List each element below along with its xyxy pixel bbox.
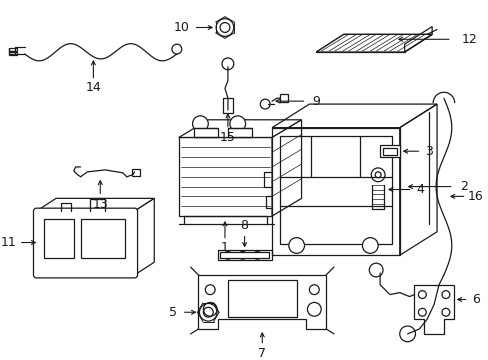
Text: 1: 1 xyxy=(221,241,228,254)
Circle shape xyxy=(370,168,384,182)
Circle shape xyxy=(362,238,377,253)
Text: 11: 11 xyxy=(1,236,17,249)
Circle shape xyxy=(222,58,233,70)
Bar xyxy=(223,98,232,113)
Circle shape xyxy=(229,116,245,132)
Polygon shape xyxy=(36,198,154,211)
Text: 3: 3 xyxy=(425,145,432,158)
Text: 14: 14 xyxy=(85,81,101,94)
Bar xyxy=(382,148,396,155)
Polygon shape xyxy=(134,198,154,275)
Circle shape xyxy=(399,326,415,342)
Bar xyxy=(271,128,399,255)
Bar xyxy=(131,169,139,176)
Text: 7: 7 xyxy=(258,347,266,360)
Circle shape xyxy=(368,263,382,277)
Text: 6: 6 xyxy=(471,293,479,306)
Polygon shape xyxy=(179,120,301,138)
Bar xyxy=(227,128,252,138)
FancyBboxPatch shape xyxy=(33,208,137,278)
Circle shape xyxy=(260,99,269,109)
Bar xyxy=(9,52,17,55)
Text: 9: 9 xyxy=(312,95,320,108)
Bar xyxy=(9,48,17,51)
Bar xyxy=(179,138,271,216)
Bar xyxy=(193,128,218,138)
Bar xyxy=(279,135,391,243)
Text: 12: 12 xyxy=(461,33,476,46)
Text: 10: 10 xyxy=(173,21,189,34)
Text: 13: 13 xyxy=(92,198,108,211)
Polygon shape xyxy=(271,120,301,216)
Circle shape xyxy=(192,116,208,132)
Text: 4: 4 xyxy=(416,183,424,196)
Text: 8: 8 xyxy=(240,219,248,232)
Text: 15: 15 xyxy=(220,131,235,144)
Bar xyxy=(279,94,287,102)
Bar xyxy=(227,280,296,317)
Bar xyxy=(81,219,124,258)
Bar xyxy=(220,252,268,258)
Polygon shape xyxy=(316,34,431,52)
Text: 16: 16 xyxy=(467,190,482,203)
Text: 5: 5 xyxy=(168,306,177,319)
Circle shape xyxy=(288,238,304,253)
Circle shape xyxy=(172,44,182,54)
Text: 2: 2 xyxy=(459,180,467,193)
Bar xyxy=(44,219,74,258)
Bar xyxy=(379,145,399,157)
